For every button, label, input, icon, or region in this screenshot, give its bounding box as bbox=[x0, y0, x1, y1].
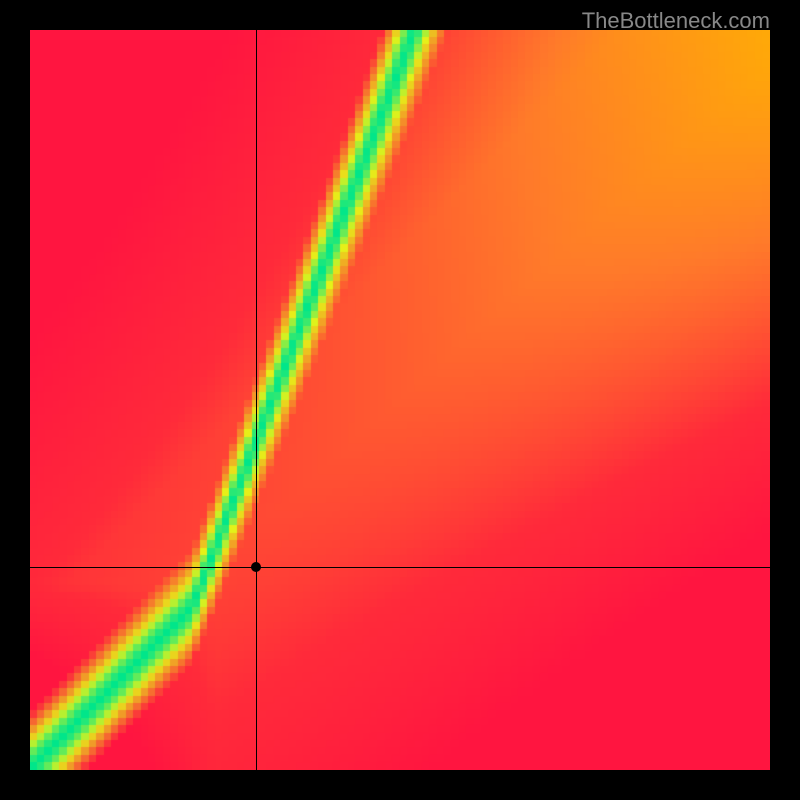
plot-area bbox=[30, 30, 770, 770]
heatmap-canvas bbox=[30, 30, 770, 770]
marker-dot bbox=[251, 562, 261, 572]
crosshair-horizontal bbox=[30, 567, 770, 568]
crosshair-vertical bbox=[256, 30, 257, 770]
chart-container: TheBottleneck.com bbox=[0, 0, 800, 800]
watermark-text: TheBottleneck.com bbox=[582, 8, 770, 34]
